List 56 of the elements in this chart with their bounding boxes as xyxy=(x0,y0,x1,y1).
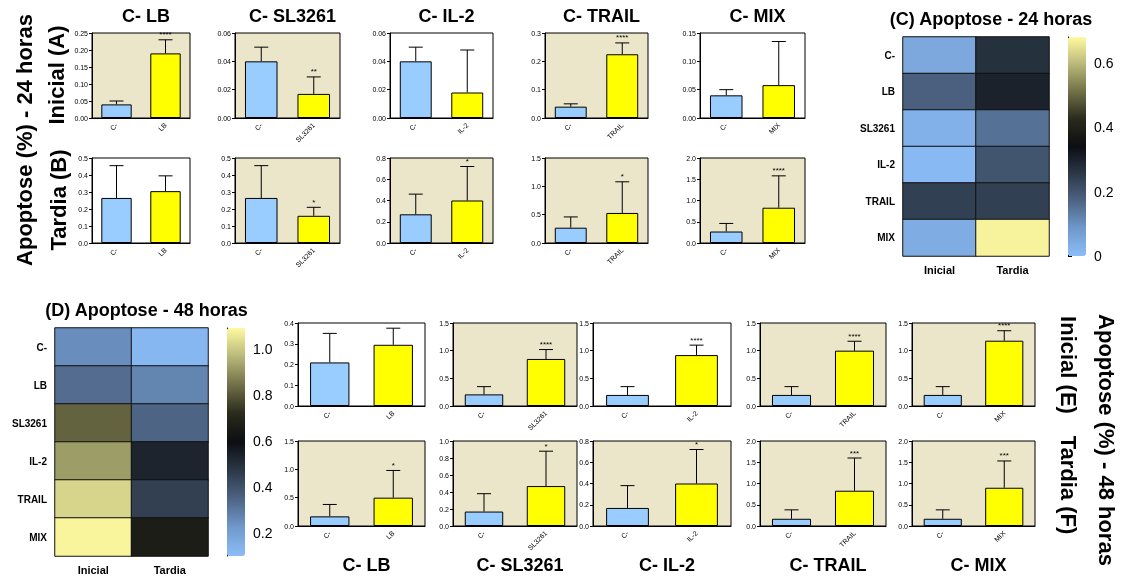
color-bar-label: 0.6 xyxy=(253,432,273,449)
y-tick-label: IL-2 xyxy=(29,455,48,467)
annotation: * xyxy=(544,441,548,451)
text: C- SL3261 xyxy=(476,555,564,575)
annotation: ** xyxy=(310,67,317,77)
color-bar-label: 0.8 xyxy=(253,386,273,403)
text: Inicial (E) xyxy=(1055,316,1081,414)
chart-title: C- LB xyxy=(122,6,170,26)
text: Apoptose (%) - 48 horas xyxy=(1093,314,1119,566)
color-bar-label: 0.2 xyxy=(1094,183,1114,200)
annotation: * xyxy=(391,460,395,470)
y-tick-label: IL-2 xyxy=(877,159,896,171)
chart-title: C- SL3261 xyxy=(248,6,337,26)
y-tick-label: LB xyxy=(33,379,47,391)
y-tick-label: C- xyxy=(884,49,895,61)
text: C- LB xyxy=(342,555,391,575)
chart-title: C- IL-2 xyxy=(418,6,475,26)
text: C- TRAIL xyxy=(789,555,867,575)
text: Inicial (A) xyxy=(43,25,69,125)
annotation: * xyxy=(312,197,316,207)
color-bar-label: 0.4 xyxy=(253,478,273,495)
annotation: **** xyxy=(539,340,553,350)
annotation: *** xyxy=(849,448,860,458)
text: C- MIX xyxy=(950,555,1007,575)
annotation: *** xyxy=(999,451,1009,461)
y-tick-label: MIX xyxy=(877,232,896,244)
chart-title: C- TRAIL xyxy=(563,6,640,26)
color-bar-label: 1.0 xyxy=(253,340,273,357)
annotation: **** xyxy=(616,33,629,43)
annotation: * xyxy=(465,157,469,166)
annotation: **** xyxy=(690,335,703,345)
text: Tardia (B) xyxy=(45,149,71,251)
annotation: **** xyxy=(998,321,1011,331)
annotation: **** xyxy=(772,166,785,176)
color-bar-label: 0.2 xyxy=(253,524,273,541)
y-tick-label: LB xyxy=(881,86,895,98)
chart-title: C- MIX xyxy=(729,6,786,26)
text: Tardia (F) xyxy=(1055,435,1081,535)
color-bar-label: 0.4 xyxy=(1094,119,1114,136)
annotation: * xyxy=(694,440,699,449)
y-tick-label: TRAIL xyxy=(17,493,47,505)
annotation: **** xyxy=(848,331,861,341)
annotation: **** xyxy=(159,30,172,40)
x-tick-label: Tardia xyxy=(996,263,1030,276)
y-tick-label: TRAIL xyxy=(865,195,895,207)
color-bar-label: 0 xyxy=(1094,248,1102,264)
color-bar-label: 0.6 xyxy=(1094,54,1114,71)
x-tick-label: Inicial xyxy=(77,563,109,576)
y-tick-label: C- xyxy=(36,341,47,353)
text: Apoptose (%) - 24 horas xyxy=(11,14,37,266)
x-tick-label: Inicial xyxy=(923,263,956,276)
x-tick-label: Tardia xyxy=(153,563,187,576)
annotation: * xyxy=(620,172,624,182)
text: C- IL-2 xyxy=(639,555,695,575)
chart-title: (D) Apoptose - 48 horas xyxy=(45,300,248,320)
chart-title: (C) Apoptose - 24 horas xyxy=(889,9,1093,29)
